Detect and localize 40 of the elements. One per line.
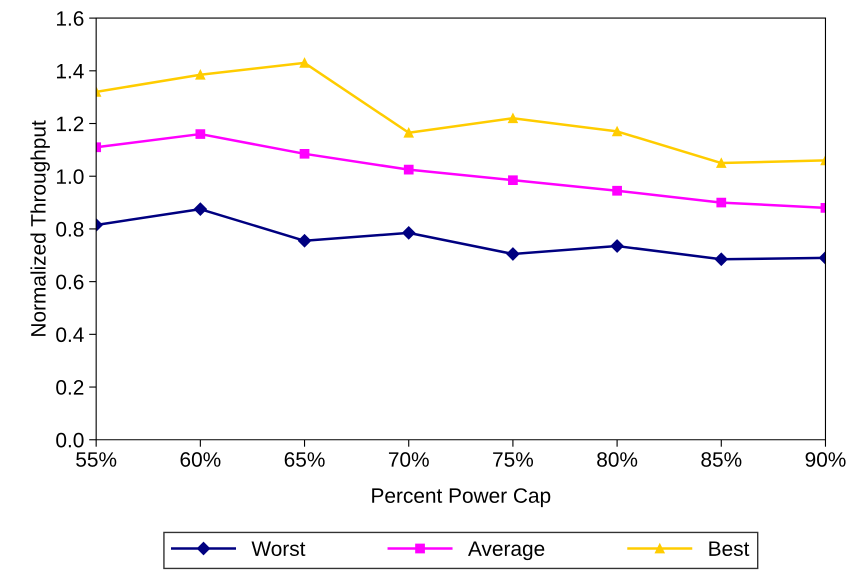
point — [195, 70, 206, 80]
point — [716, 198, 726, 208]
point — [612, 126, 622, 136]
legend-label: Average — [468, 541, 544, 560]
x-tick-label: 55% — [76, 452, 116, 467]
point — [300, 58, 310, 68]
point — [508, 113, 518, 124]
point — [506, 247, 520, 261]
x-tick-label: 85% — [701, 452, 742, 467]
x-tick-label: 70% — [388, 452, 429, 467]
point — [404, 128, 414, 138]
x-tick-label: 80% — [597, 452, 638, 467]
x-tick-label: 75% — [493, 452, 534, 467]
point — [714, 252, 728, 266]
y-tick-label: 1.2 — [56, 116, 84, 132]
legend-label: Worst — [252, 541, 306, 556]
point — [300, 148, 310, 159]
y-tick-label: 0.8 — [56, 222, 84, 237]
point — [716, 158, 726, 168]
point — [402, 226, 416, 240]
x-tick-label: 65% — [284, 452, 325, 467]
point — [610, 239, 624, 253]
y-tick-label: 0.2 — [56, 380, 84, 395]
x-tick-label: 60% — [180, 452, 220, 467]
point — [404, 164, 414, 174]
point — [298, 234, 312, 248]
point — [195, 129, 206, 139]
y-tick-label: 0.6 — [56, 274, 84, 290]
x-axis-title: Percent Power Cap — [372, 488, 550, 508]
point — [508, 175, 518, 186]
y-tick-label: 1.6 — [56, 11, 84, 26]
y-tick-label: 0.0 — [56, 432, 84, 448]
x-tick-label: 90% — [806, 452, 846, 467]
y-axis-title: Normalized Throughput — [30, 120, 50, 336]
legend-label: Best — [709, 541, 750, 556]
point — [612, 186, 622, 196]
y-tick-label: 1.4 — [56, 64, 84, 78]
y-tick-label: 1.0 — [56, 169, 84, 184]
point — [194, 202, 207, 216]
y-tick-label: 0.4 — [56, 327, 84, 342]
